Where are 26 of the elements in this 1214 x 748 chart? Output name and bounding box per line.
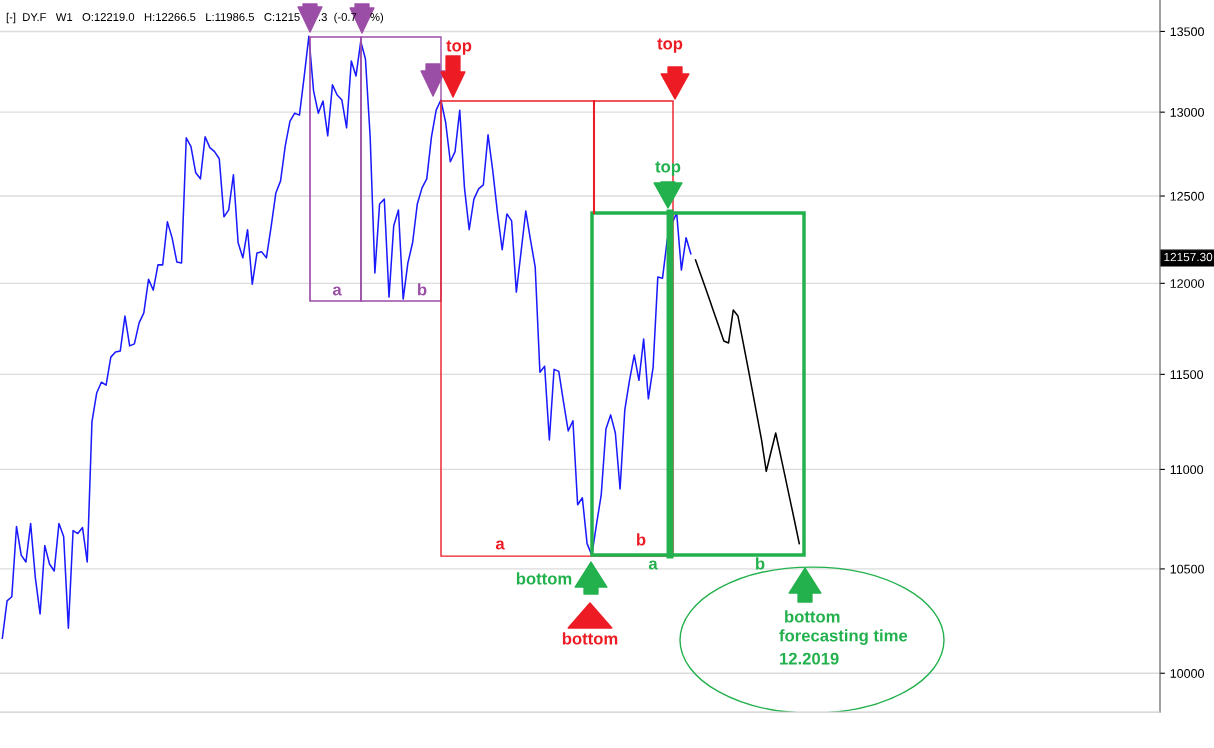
annotation: %) bbox=[370, 12, 384, 24]
annotation: a bbox=[495, 540, 505, 550]
annotation: b bbox=[418, 283, 427, 296]
text: 12157.30 bbox=[1164, 252, 1213, 262]
y-tick-label: 13000 bbox=[1170, 107, 1204, 117]
annotation: top bbox=[657, 38, 683, 53]
y-tick-label: 12000 bbox=[1170, 279, 1204, 288]
annotation: bottom bbox=[562, 632, 618, 645]
y-tick-label: 13500 bbox=[1170, 27, 1204, 37]
y-tick-label: 11000 bbox=[1170, 465, 1204, 475]
annotation: top bbox=[446, 40, 472, 55]
annotation: b bbox=[756, 557, 765, 570]
y-tick-label: 10000 bbox=[1170, 669, 1204, 678]
annotation: a bbox=[332, 286, 342, 296]
annotation: a bbox=[648, 560, 658, 570]
y-tick-label: 12500 bbox=[1170, 191, 1204, 201]
annotation: .3 (-0.7 bbox=[319, 12, 357, 24]
annotation: bottom bbox=[785, 610, 840, 623]
line-series bbox=[694, 259, 801, 545]
text: [-] DY.F W1 O:12219.0 H:12266.5 L:11986.5 C:1215 bbox=[6, 12, 300, 24]
annotation: b bbox=[637, 533, 646, 546]
y-tick-label: 11500 bbox=[1170, 370, 1204, 380]
annotation: forecasting time bbox=[779, 629, 908, 645]
annotation: bottom bbox=[516, 572, 572, 585]
y-tick-label: 10500 bbox=[1170, 564, 1204, 574]
annotation: 12.2019 bbox=[780, 652, 839, 665]
